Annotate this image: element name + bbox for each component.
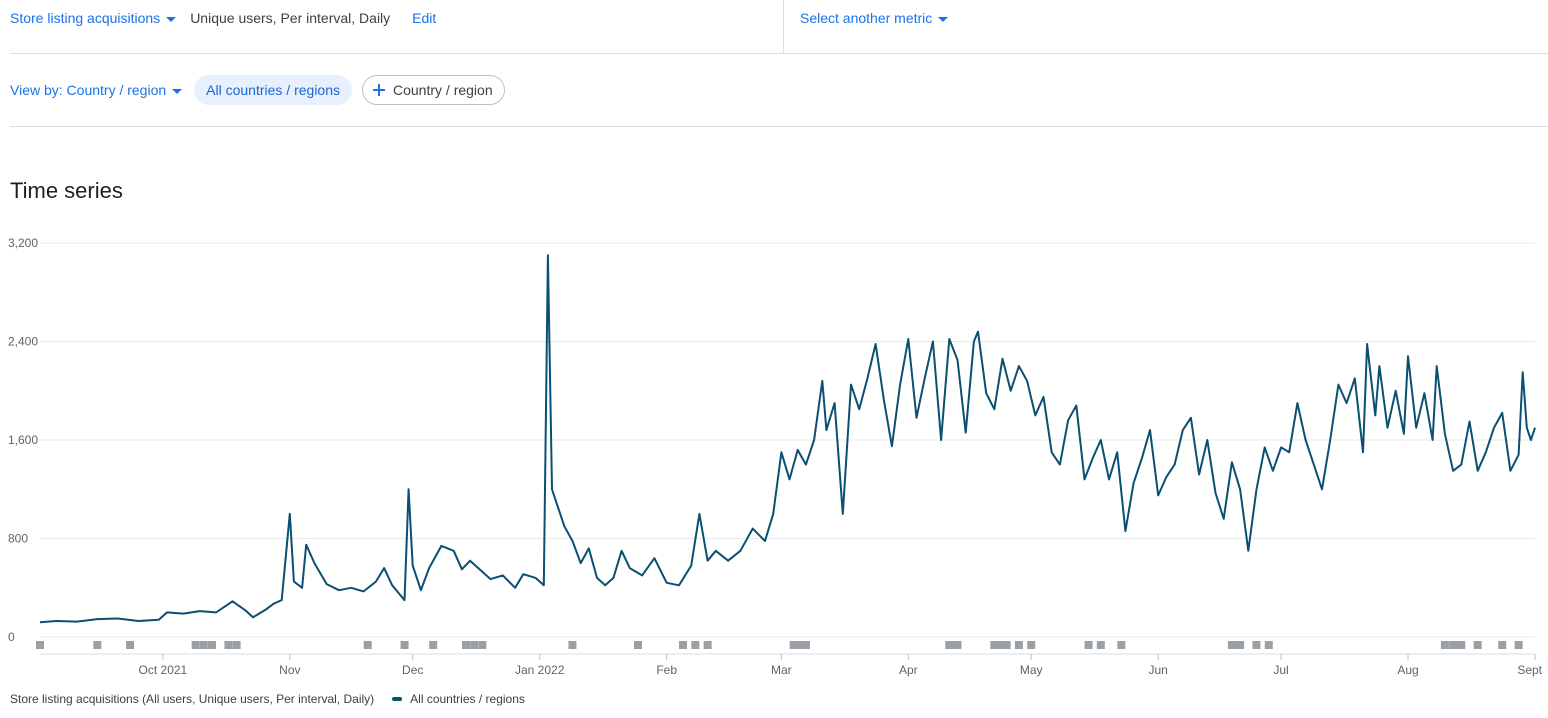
x-tick-label: Mar [771,663,792,677]
event-marker[interactable] [990,641,999,649]
event-marker[interactable] [400,641,409,649]
edit-metric-link[interactable]: Edit [412,10,437,26]
event-marker[interactable] [461,641,470,649]
series-line-all-countries [39,254,1536,624]
event-marker[interactable] [949,641,958,649]
event-marker[interactable] [126,641,135,649]
y-tick-label: 3,200 [8,236,38,250]
legend-series-label: All countries / regions [410,692,525,706]
metric-description: Unique users, Per interval, Daily [190,10,391,26]
event-marker[interactable] [199,641,208,649]
caret-down-icon [166,16,177,22]
event-marker[interactable] [1449,641,1458,649]
event-marker[interactable] [953,641,962,649]
event-marker[interactable] [1514,641,1523,649]
event-marker[interactable] [1232,641,1240,649]
event-marker[interactable] [1014,641,1023,649]
x-tick-label: Dec [402,663,423,677]
event-marker[interactable] [1457,641,1466,649]
filter-bar: View by: Country / region All countries … [10,74,505,106]
secondary-metric-group: Select another metric [800,10,949,26]
x-tick-label: Jun [1148,663,1167,677]
add-country-label: Country / region [393,82,493,98]
event-marker[interactable] [1236,641,1245,649]
event-markers [36,641,1523,649]
event-marker[interactable] [224,641,233,649]
metric-selector-group: Store listing acquisitions Unique users,… [10,10,436,26]
event-marker[interactable] [1027,641,1036,649]
metric-bar-divider [10,53,1548,54]
event-marker[interactable] [994,641,1003,649]
y-axis-ticks: 0 800 1,600 2,400 3,200 [8,236,38,644]
event-marker[interactable] [1096,641,1105,649]
event-marker[interactable] [1002,641,1011,649]
select-another-metric-label: Select another metric [800,10,933,26]
view-by-label: View by: Country / region [10,82,167,98]
event-marker[interactable] [679,641,688,649]
event-marker[interactable] [691,641,700,649]
select-another-metric-dropdown[interactable]: Select another metric [800,10,949,26]
add-country-chip[interactable]: Country / region [362,75,505,105]
event-marker[interactable] [470,641,479,649]
caret-down-icon [938,16,949,22]
event-marker[interactable] [363,641,372,649]
all-countries-chip[interactable]: All countries / regions [194,75,352,105]
event-marker[interactable] [478,641,487,649]
grid-lines [40,242,1535,638]
event-marker[interactable] [634,641,642,649]
event-marker[interactable] [429,641,438,649]
event-marker[interactable] [1084,641,1093,649]
caret-down-icon [172,88,183,94]
x-tick-label: May [1020,663,1043,677]
x-tick-label: Jan 2022 [515,663,565,677]
chart-legend: Store listing acquisitions (All users, U… [10,692,525,706]
event-marker[interactable] [1252,641,1261,649]
x-tick-label: Oct 2021 [139,663,188,677]
event-marker[interactable] [789,641,798,649]
event-marker[interactable] [793,641,802,649]
filter-bar-divider [10,126,1548,127]
event-marker[interactable] [1498,641,1507,649]
y-tick-label: 0 [8,630,15,644]
event-marker[interactable] [1453,641,1462,649]
event-marker[interactable] [568,641,577,649]
event-marker[interactable] [1440,641,1449,649]
event-marker[interactable] [208,641,217,649]
event-marker[interactable] [93,641,102,649]
event-marker[interactable] [191,641,200,649]
y-tick-label: 1,600 [8,433,38,447]
y-tick-label: 2,400 [8,335,38,349]
event-marker[interactable] [703,641,712,649]
x-tick-label: Apr [899,663,918,677]
event-marker[interactable] [1264,641,1273,649]
x-tick-label: Aug [1397,663,1418,677]
x-tick-label: Feb [656,663,677,677]
section-title: Time series [10,178,123,203]
event-marker[interactable] [1473,641,1482,649]
metric-bar: Store listing acquisitions Unique users,… [0,0,1548,54]
event-marker[interactable] [998,641,1007,649]
view-by-dropdown[interactable]: View by: Country / region [10,82,183,98]
event-marker[interactable] [801,641,810,649]
event-marker[interactable] [1117,641,1126,649]
x-tick-label: Jul [1273,663,1288,677]
x-axis-ticks: Oct 2021 Nov Dec Jan 2022 Feb Mar Apr May Jun Jul… [139,654,1543,677]
plus-icon [373,84,385,96]
time-series-chart[interactable]: 0 800 1,600 2,400 3,200 Oct 2021 Nov Dec Jan 20… [0,225,1548,680]
event-marker[interactable] [232,641,241,649]
event-marker[interactable] [1227,641,1236,649]
legend-metric-text: Store listing acquisitions (All users, U… [10,692,375,706]
legend-item-all-countries[interactable]: All countries / regions [392,692,525,706]
event-marker[interactable] [797,641,806,649]
y-tick-label: 800 [8,532,28,546]
metric-dropdown-label: Store listing acquisitions [10,10,161,26]
metric-dropdown[interactable]: Store listing acquisitions [10,10,177,26]
legend-swatch [392,697,403,701]
x-tick-label: Sept [1517,663,1542,677]
event-marker[interactable] [36,641,44,649]
x-tick-label: Nov [279,663,300,677]
event-marker[interactable] [945,641,954,649]
metric-divider [783,0,784,54]
